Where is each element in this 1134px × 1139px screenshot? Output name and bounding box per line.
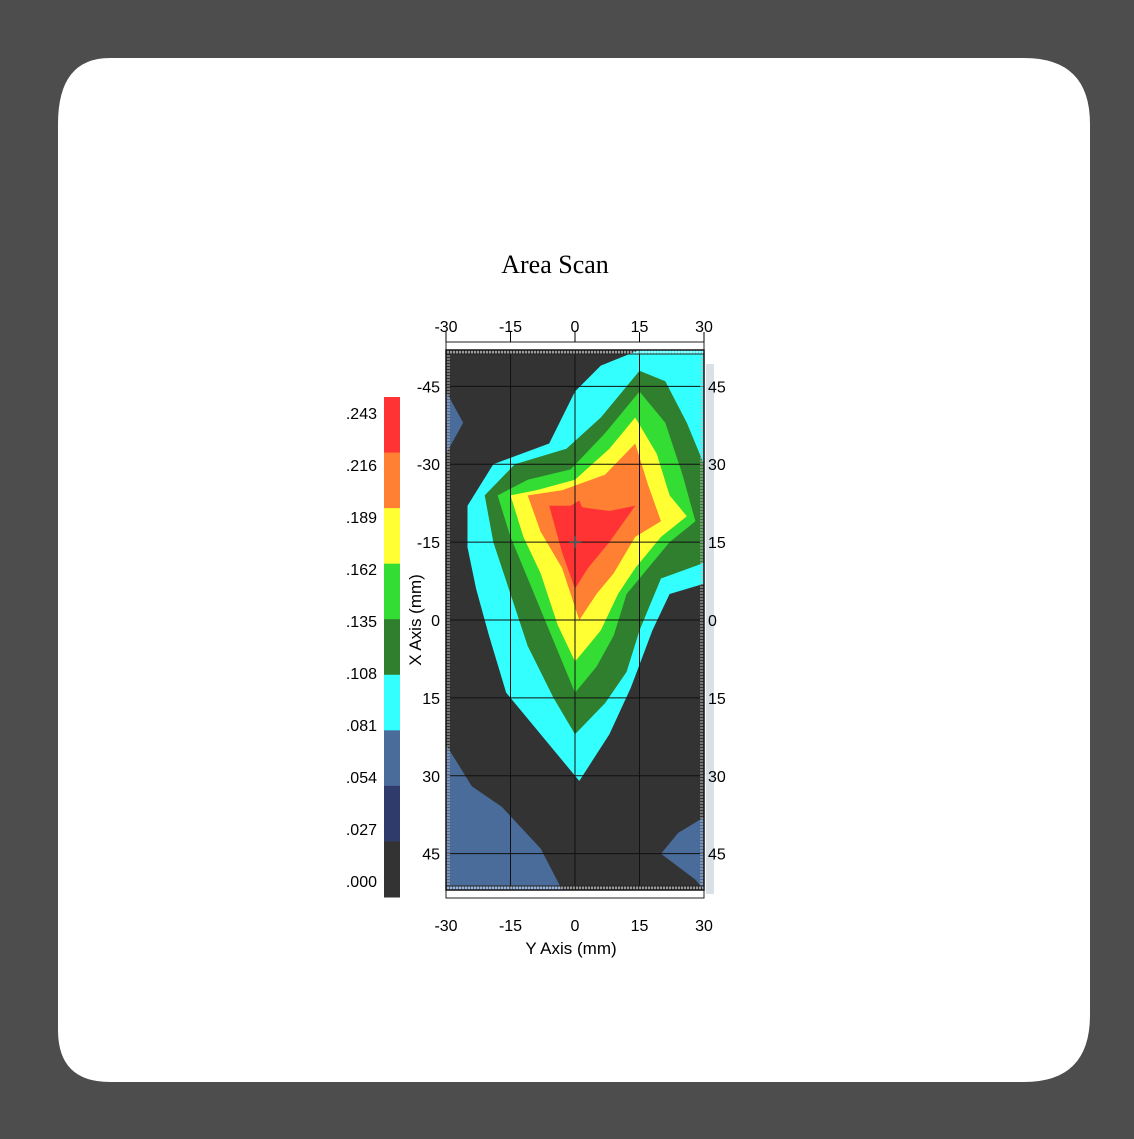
x-tick-label: 30: [695, 918, 713, 935]
y-tick-label: 45: [422, 847, 440, 864]
colorbar-band: [384, 674, 400, 731]
colorbar-label: .000: [346, 874, 377, 891]
y-tick-label-right: 15: [708, 691, 726, 708]
x-tick-label: 30: [695, 319, 713, 336]
colorbar-label: .081: [346, 718, 377, 735]
colorbar-label: .108: [346, 666, 377, 683]
colorbar-band: [384, 563, 400, 620]
y-tick-label-right: 45: [708, 847, 726, 864]
y-ticks-right: 45 30 15 0 15 30 45: [708, 379, 726, 863]
colorbar-label: .162: [346, 562, 377, 579]
x-ticks-bottom: -30 -15 0 15 30: [434, 918, 713, 935]
colorbar: [384, 397, 400, 898]
colorbar-band: [384, 785, 400, 842]
x-tick-label: -15: [499, 918, 522, 935]
x-tick-label: 15: [631, 319, 649, 336]
y-axis-label: X Axis (mm): [406, 574, 425, 666]
y-tick-label: -45: [417, 379, 440, 396]
plot-border: [445, 349, 705, 891]
x-tick-label: 0: [571, 319, 580, 336]
x-tick-label: -30: [434, 918, 457, 935]
chart-title: Area Scan: [501, 250, 609, 279]
colorbar-label: .216: [346, 458, 377, 475]
x-tick-label: -15: [499, 319, 522, 336]
colorbar-band: [384, 730, 400, 787]
y-tick-label: 0: [431, 613, 440, 630]
ruler-frame: [445, 885, 705, 899]
y-tick-label: -15: [417, 535, 440, 552]
colorbar-band: [384, 841, 400, 898]
contour-band: [570, 500, 584, 517]
y-tick-label-right: 30: [708, 769, 726, 786]
x-tick-label: 0: [571, 918, 580, 935]
colorbar-labels: .243 .216 .189 .162 .135 .108 .081 .054 .027 .000: [346, 406, 377, 891]
colorbar-label: .054: [346, 770, 377, 787]
y-tick-label: 15: [422, 691, 440, 708]
y-tick-label-right: 30: [708, 457, 726, 474]
y-tick-label-right: 15: [708, 535, 726, 552]
colorbar-band: [384, 508, 400, 565]
colorbar-label: .135: [346, 614, 377, 631]
x-axis-label: Y Axis (mm): [525, 939, 616, 958]
colorbar-band: [384, 452, 400, 509]
colorbar-band: [384, 397, 400, 454]
x-tick-label: -30: [434, 319, 457, 336]
right-edge-strip: [706, 364, 714, 894]
colorbar-label: .189: [346, 510, 377, 527]
y-ticks-left: -45 -30 -15 0 15 30 45: [417, 379, 440, 863]
contour-band: [446, 391, 464, 454]
contour-band: [549, 505, 636, 589]
x-ticks-top: -30 -15 0 15 30: [434, 319, 713, 342]
measurement-markers: [569, 536, 581, 549]
y-tick-label: -30: [417, 457, 440, 474]
colorbar-band: [384, 619, 400, 676]
x-tick-label: 15: [631, 918, 649, 935]
colorbar-label: .027: [346, 822, 377, 839]
colorbar-label: .243: [346, 406, 377, 423]
y-tick-label: 30: [422, 769, 440, 786]
y-tick-label-right: 45: [708, 379, 726, 396]
y-tick-label-right: 0: [708, 613, 717, 630]
